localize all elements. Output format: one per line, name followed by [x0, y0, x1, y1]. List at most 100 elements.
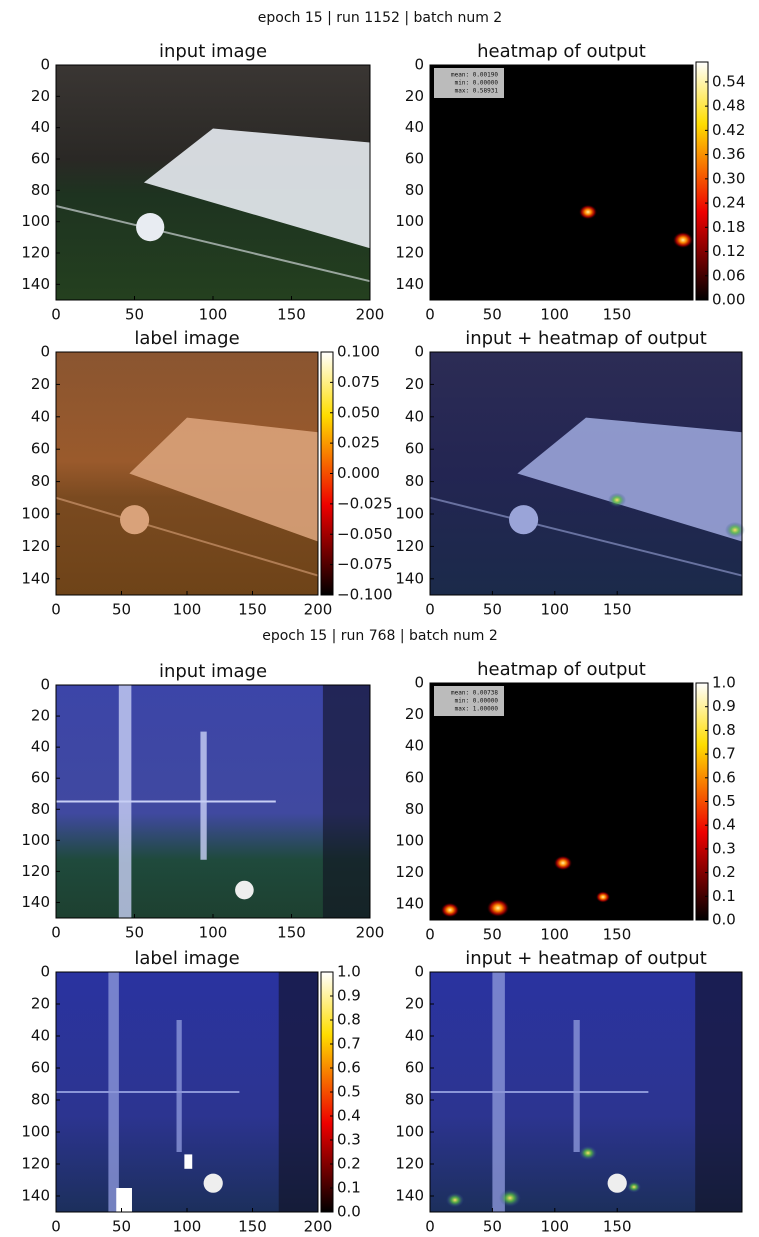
x-tick-label: 100	[540, 601, 569, 619]
colorbar-tick-label: 0.5	[337, 1083, 361, 1101]
colorbar-tick-label: 0.050	[337, 403, 380, 421]
y-tick-label: 80	[31, 1091, 50, 1109]
field-line	[429, 496, 743, 577]
y-tick-label: 60	[405, 440, 424, 458]
goal-post	[200, 731, 207, 860]
y-tick-label: 80	[31, 181, 50, 199]
y-tick-label: 120	[395, 863, 424, 881]
heat-spot	[579, 1145, 597, 1161]
x-tick-label: 50	[483, 306, 502, 324]
colorbar-tick-label: 0.12	[712, 242, 745, 260]
x-tick-label: 0	[425, 926, 435, 944]
colorbar-tick-label: 0.1	[712, 887, 736, 905]
billboard	[517, 417, 742, 542]
x-tick-label: 100	[540, 1218, 569, 1236]
colorbar-tick-label: 0.075	[337, 373, 380, 391]
x-tick-label: 150	[603, 1218, 632, 1236]
colorbar-tick-label: 0.3	[337, 1131, 361, 1149]
y-tick-label: 60	[405, 1059, 424, 1077]
figure-title: epoch 15 | run 1152 | batch num 2	[258, 10, 502, 26]
panel-title: input image	[159, 41, 267, 62]
image	[430, 683, 693, 920]
shadow	[278, 972, 318, 1212]
x-tick-label: 0	[51, 306, 61, 324]
y-tick-label: 100	[395, 832, 424, 850]
y-tick-label: 80	[405, 800, 424, 818]
ball	[235, 880, 254, 900]
y-tick-label: 20	[405, 995, 424, 1013]
billboard	[129, 417, 318, 542]
colorbar-tick-label: 0.3	[712, 839, 736, 857]
x-tick-label: 150	[277, 306, 306, 324]
y-tick-label: 20	[405, 375, 424, 393]
heat-spot	[487, 899, 509, 917]
y-tick-label: 120	[21, 537, 50, 555]
colorbar-tick-label: −0.075	[337, 555, 393, 573]
y-tick-label: 100	[21, 831, 50, 849]
colorbar-tick-label: 0.1	[337, 1179, 361, 1197]
colorbar-tick-label: 0.48	[712, 97, 745, 115]
y-tick-label: 140	[395, 1187, 424, 1205]
heat-spot	[608, 492, 626, 508]
colorbar-tick-label: 0.6	[337, 1059, 361, 1077]
colorbar-tick-label: 0.30	[712, 169, 745, 187]
x-tick-label: 200	[356, 924, 385, 942]
heat-spot	[673, 232, 693, 248]
x-tick-label: 100	[173, 601, 202, 619]
heat-spot	[627, 1181, 641, 1193]
goal-post	[573, 1020, 580, 1152]
y-tick-label: 40	[31, 407, 50, 425]
stats-text: max: 1.00000	[455, 706, 499, 713]
panel-title: input + heatmap of output	[465, 948, 707, 969]
colorbar-tick-label: 0.2	[712, 863, 736, 881]
y-tick-label: 100	[21, 505, 50, 523]
y-tick-label: 140	[21, 893, 50, 911]
y-tick-label: 0	[414, 674, 424, 692]
y-tick-label: 60	[31, 769, 50, 787]
heat-spot	[446, 1192, 464, 1208]
y-tick-label: 40	[405, 1027, 424, 1045]
y-tick-label: 40	[405, 737, 424, 755]
x-tick-label: 0	[51, 1218, 61, 1236]
colorbar-tick-label: 1.0	[337, 963, 361, 981]
x-tick-label: 150	[277, 924, 306, 942]
colorbar-tick-label: −0.025	[337, 494, 393, 512]
y-tick-label: 60	[31, 440, 50, 458]
y-tick-label: 120	[21, 862, 50, 880]
x-tick-label: 50	[125, 924, 144, 942]
x-tick-label: 0	[425, 306, 435, 324]
ball	[509, 505, 539, 535]
colorbar-tick-label: 0.5	[712, 792, 736, 810]
x-tick-label: 0	[51, 924, 61, 942]
ball	[203, 1173, 223, 1193]
x-tick-label: 100	[540, 926, 569, 944]
y-tick-label: 60	[31, 150, 50, 168]
y-tick-label: 120	[395, 244, 424, 262]
colorbar-tick-label: 0.000	[337, 464, 380, 482]
x-tick-label: 150	[238, 601, 267, 619]
x-tick-label: 50	[112, 601, 131, 619]
colorbar-tick-label: 0.9	[337, 987, 361, 1005]
panel-title: input + heatmap of output	[465, 328, 707, 349]
y-tick-label: 60	[405, 150, 424, 168]
colorbar-tick-label: 0.06	[712, 266, 745, 284]
y-tick-label: 100	[21, 1123, 50, 1141]
x-tick-label: 50	[483, 926, 502, 944]
y-tick-label: 120	[21, 1155, 50, 1173]
colorbar-tick-label: 0.9	[712, 697, 736, 715]
field-line	[55, 205, 371, 283]
panel-title: input image	[159, 661, 267, 682]
colorbar-tick-label: 0.6	[712, 768, 736, 786]
colorbar-tick-label: 0.4	[337, 1107, 361, 1125]
colorbar-tick-label: 0.100	[337, 343, 380, 361]
axes-frame	[429, 971, 743, 1213]
x-tick-label: 0	[425, 601, 435, 619]
colorbar-tick-label: 0.8	[337, 1011, 361, 1029]
y-tick-label: 120	[395, 537, 424, 555]
y-tick-label: 80	[31, 472, 50, 490]
label-mark	[184, 1154, 193, 1169]
panel-title: label image	[134, 948, 239, 969]
colorbar-tick-label: 0.4	[712, 816, 736, 834]
